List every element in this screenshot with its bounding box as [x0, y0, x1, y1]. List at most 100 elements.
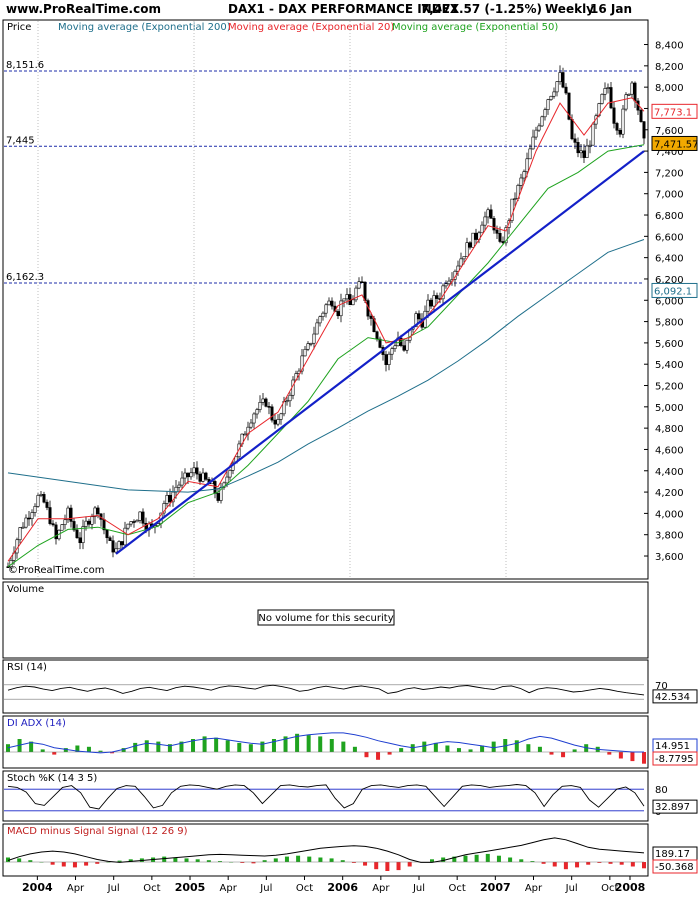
macd-hist-bar-4: [50, 862, 55, 865]
stoch-panel[interactable]: Stoch %K (14 3 5) 80032.897: [2, 770, 698, 822]
macd-hist-bar-36: [407, 862, 412, 867]
candle-body-93: [285, 400, 289, 403]
y-tick-label-15: 5,400: [655, 360, 684, 371]
x-tick-label-12: 2007: [480, 881, 511, 894]
rsi-ref-label-0: 70: [655, 681, 668, 692]
candle-body-52: [162, 503, 166, 514]
macd-hist-bar-25: [284, 856, 289, 862]
stoch-last-value: 32.897: [655, 802, 690, 813]
candle-body-84: [258, 401, 262, 410]
candle-body-100: [306, 343, 310, 350]
candle-body-127: [387, 353, 391, 365]
candle-body-155: [471, 232, 475, 248]
x-tick-label-0: 2004: [22, 881, 53, 894]
rsi-line: [7, 684, 645, 696]
candle-body-132: [402, 345, 406, 351]
macd-hist-bar-1: [17, 858, 22, 862]
candle-body-82: [252, 413, 256, 424]
adx-bar-10: [121, 748, 126, 752]
macd-signal-line: [7, 837, 645, 863]
candle-body-168: [510, 198, 514, 221]
candle-body-198: [600, 93, 604, 104]
ema200-line: [7, 239, 645, 493]
x-tick-label-4: 2005: [175, 881, 206, 894]
adx-bar-3: [40, 749, 45, 752]
candle-body-54: [168, 495, 172, 503]
no-volume-box: [257, 609, 395, 626]
candle-body-182: [552, 91, 556, 97]
ema20-line: [7, 97, 645, 562]
adx-bar-14: [167, 744, 172, 752]
candle-body-199: [603, 88, 607, 95]
adx-bar-24: [283, 736, 288, 752]
x-tick-label-5: Apr: [220, 883, 238, 894]
macd-panel[interactable]: MACD minus Signal Signal (12 26 9) 189.1…: [2, 823, 698, 877]
candle-body-3: [15, 539, 19, 554]
candle-body-40: [126, 523, 130, 529]
candle-body-161: [489, 209, 493, 219]
adx-bar-20: [237, 742, 242, 752]
adx-bar-53: [618, 752, 623, 759]
y-tick-label-14: 5,600: [655, 339, 684, 350]
adx-bar-36: [422, 741, 427, 752]
y-tick-label-17: 5,000: [655, 403, 684, 414]
x-tick-label-3: Oct: [143, 883, 160, 894]
adx-bar-42: [491, 741, 496, 752]
candle-body-22: [72, 521, 76, 531]
candle-body-37: [117, 541, 121, 550]
candle-body-129: [393, 345, 397, 349]
adx-bar-32: [376, 752, 381, 760]
y-tick-label-9: 6,600: [655, 232, 684, 243]
adx-bar-19: [225, 740, 230, 752]
candle-body-6: [24, 517, 28, 528]
adx-bar-34: [399, 748, 404, 752]
adx-panel[interactable]: DI ADX (14) 14.951 -8.7795: [2, 715, 698, 769]
stoch-panel-title: Stoch %K (14 3 5): [7, 773, 97, 784]
candle-body-27: [87, 520, 91, 525]
macd-hist-bar-26: [296, 855, 301, 862]
adx-bar-25: [295, 733, 300, 752]
x-tick-label-11: Oct: [449, 883, 466, 894]
candle-body-116: [354, 287, 358, 301]
macd-hist-bar-24: [273, 858, 278, 862]
y-tick-label-22: 4,000: [655, 509, 684, 520]
candle-body-5: [21, 526, 25, 529]
macd-hist-bar-39: [441, 857, 446, 862]
candle-body-107: [327, 300, 331, 306]
macd-hist-bar-47: [530, 861, 535, 862]
adx-bar-45: [526, 744, 531, 752]
candle-body-154: [468, 242, 472, 248]
macd-hist-bar-15: [173, 857, 178, 862]
site-name[interactable]: www.ProRealTime.com: [6, 2, 161, 16]
candle-body-176: [534, 129, 538, 138]
adx-bar-28: [329, 739, 334, 752]
y-tick-label-23: 3,800: [655, 531, 684, 542]
value-tag-box-2: [651, 282, 698, 298]
candle-body-74: [228, 470, 232, 478]
macd-hist-bar-29: [329, 858, 334, 862]
volume-panel[interactable]: Volume No volume for this security: [2, 581, 649, 659]
macd-hist-bar-38: [430, 859, 434, 862]
candle-body-79: [243, 433, 247, 436]
price-panel[interactable]: Price Moving average (Exponential 200) M…: [2, 19, 699, 580]
macd-hist-bar-49: [552, 862, 557, 867]
candle-body-19: [63, 519, 67, 525]
candle-body-14: [48, 507, 52, 524]
macd-hist-bar-16: [184, 858, 189, 862]
candle-body-189: [573, 138, 577, 143]
macd-hist-bar-55: [619, 862, 624, 865]
rsi-panel[interactable]: RSI (14) 703042.534: [2, 659, 698, 714]
macd-hist-bar-44: [496, 855, 501, 862]
candle-body-183: [555, 81, 559, 93]
candle-body-90: [276, 419, 280, 425]
candle-body-35: [111, 540, 115, 553]
adx-bar-6: [75, 745, 80, 752]
candle-body-203: [615, 123, 619, 131]
adx-bar-13: [156, 741, 161, 752]
y-tick-label-6: 7,200: [655, 168, 684, 179]
candle-body-39: [123, 527, 127, 546]
candle-body-26: [84, 520, 88, 527]
candle-body-141: [429, 299, 433, 307]
candle-body-145: [441, 285, 445, 300]
